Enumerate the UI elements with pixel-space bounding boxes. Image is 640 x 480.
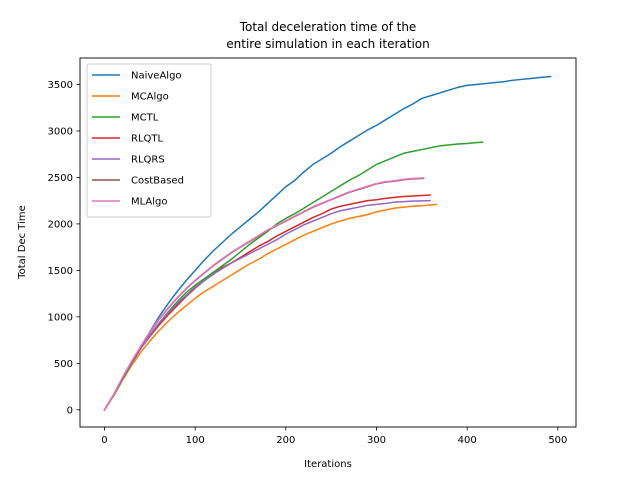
legend-label-rlqtl: RLQTL [131,134,163,145]
legend-label-costbased: CostBased [131,176,184,187]
y-tick-label: 3500 [48,80,73,91]
y-axis-label: Total Dec Time [17,205,28,280]
y-tick-label: 2000 [48,219,73,230]
x-axis: 0 100 200 300 400 500 [101,427,567,446]
legend-label-mcalgo: MCAlgo [131,92,169,103]
legend-label-naivealgo: NaiveAlgo [131,71,182,82]
plot-lines [103,75,552,411]
x-tick-label: 200 [276,435,295,446]
y-tick-label: 500 [54,359,73,370]
y-tick-label: 1000 [48,312,73,323]
legend-label-rlqrs: RLQRS [131,155,165,166]
legend-box [86,63,212,218]
y-tick-label: 1500 [48,266,73,277]
x-tick-label: 400 [458,435,477,446]
chart-title-line-2: entire simulation in each iteration [226,37,429,51]
x-tick-label: 500 [548,435,567,446]
y-tick-label: 3000 [48,126,73,137]
legend-label-mlalgo: MLAlgo [131,197,168,208]
plot-frame [79,57,577,428]
series-line-rlqtl [103,194,431,411]
series-line-rlqrs [103,199,431,411]
y-tick-label: 0 [67,405,73,416]
x-tick-label: 100 [186,435,205,446]
legend-label-mctl: MCTL [131,113,159,124]
legend: NaiveAlgo MCAlgo MCTL RLQTL RLQRS CostBased ML… [86,63,212,218]
x-axis-label: Iterations [304,459,352,470]
series-line-mlalgo [103,177,425,411]
x-tick-label: 300 [367,435,386,446]
y-axis: 0 500 1000 1500 2000 2500 3000 3500 [48,80,80,416]
chart-title-line-1: Total deceleration time of the [239,20,417,34]
series-line-naivealgo [103,75,552,411]
y-tick-label: 2500 [48,173,73,184]
x-tick-label: 0 [101,435,107,446]
series-line-mcalgo [103,203,438,411]
